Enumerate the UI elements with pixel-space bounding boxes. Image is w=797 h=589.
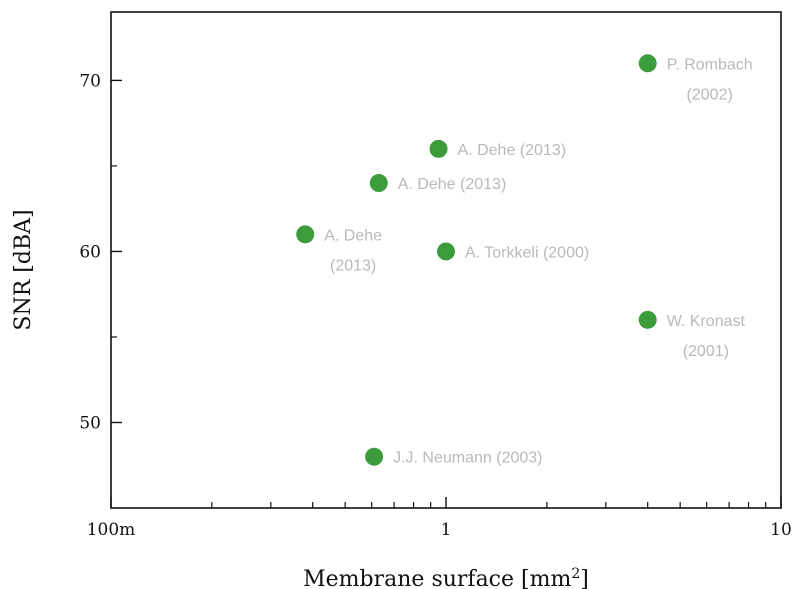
x-axis-title-superscript: 2 (571, 566, 580, 582)
y-axis-title: SNR [dBA] (11, 209, 36, 330)
data-point (638, 310, 657, 329)
x-tick-label: 100m (87, 520, 136, 540)
data-label: A. Dehe (2013) (398, 176, 507, 193)
data-label: (2001) (683, 343, 729, 360)
data-label: J.J. Neumann (2003) (393, 450, 542, 467)
data-point (437, 242, 455, 261)
data-point (296, 225, 315, 244)
x-tick-label: 10 (770, 520, 792, 540)
data-label: W. Kronast (667, 313, 746, 330)
data-label: (2002) (687, 86, 733, 103)
data-point (429, 139, 448, 158)
data-label: (2013) (330, 257, 376, 274)
data-point (638, 54, 657, 73)
y-tick-label: 70 (79, 71, 101, 91)
x-axis-title: Membrane surface [mm2] (303, 566, 589, 589)
data-label: A. Dehe (324, 227, 382, 244)
data-point (365, 447, 384, 466)
data-points: P. Rombach (2002) A. Dehe (2013) A. Dehe (2… (296, 54, 753, 467)
data-label: A. Torkkeli (2000) (465, 244, 589, 261)
y-tick-label: 50 (79, 413, 101, 433)
y-tick-label: 60 (79, 242, 101, 262)
data-label: A. Dehe (2013) (458, 142, 567, 159)
data-label: P. Rombach (667, 56, 753, 73)
x-tick-label: 1 (441, 520, 452, 540)
axis-ticks: 100m 1 10 50 60 70 (79, 71, 791, 540)
data-point (369, 174, 388, 193)
